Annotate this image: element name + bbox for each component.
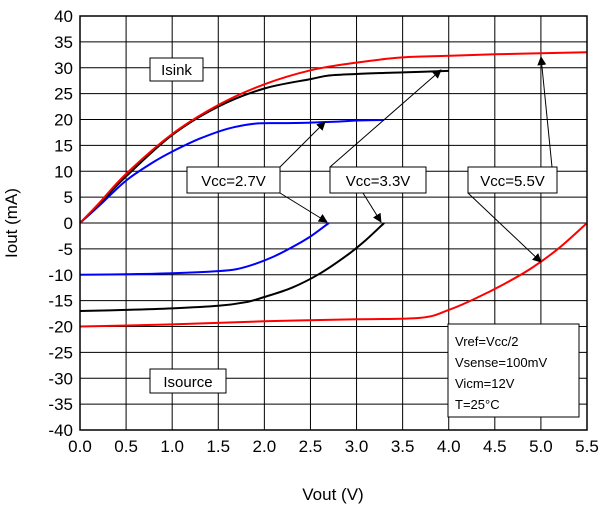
arrow-vcc27-up	[279, 121, 326, 168]
y-tick-label: -10	[48, 266, 73, 285]
series-line-2-source	[79, 222, 588, 328]
x-tick-label: 5.0	[529, 437, 553, 456]
tick-labels: 0.0 0.5 1.0 1.5 2.0 2.5 3.0 3.5 4.0 4.5 5.0 5.5 40 35…	[48, 7, 598, 456]
y-tick-label: 20	[54, 111, 73, 130]
y-tick-label: -15	[48, 292, 73, 311]
x-tick-label: 4.0	[437, 437, 461, 456]
x-axis-title: Vout (V)	[302, 485, 363, 504]
condition-vsense: Vsense=100mV	[455, 355, 547, 370]
y-tick-label: -20	[48, 318, 73, 337]
y-tick-label: -40	[48, 421, 73, 440]
series-line-2-sink	[79, 51, 588, 224]
legend-vcc27-label: Vcc=2.7V	[201, 173, 266, 190]
y-tick-label: 0	[64, 214, 73, 233]
arrow-vcc55-up	[537, 56, 553, 168]
legend-vcc33: Vcc=3.3V	[329, 166, 427, 194]
series-line-0-source	[79, 222, 330, 276]
series-line-0-sink	[79, 119, 385, 224]
x-tick-label: 3.0	[345, 437, 369, 456]
x-tick-label: 2.0	[253, 437, 277, 456]
isink-label: Isink	[161, 62, 192, 79]
x-tick-label: 0.5	[114, 437, 138, 456]
annotation-arrows	[279, 56, 553, 263]
curves	[79, 51, 588, 328]
x-tick-label: 3.5	[391, 437, 415, 456]
legend-vcc55-label: Vcc=5.5V	[480, 173, 545, 190]
condition-vref: Vref=Vcc/2	[455, 334, 518, 349]
y-tick-label: 10	[54, 162, 73, 181]
x-tick-label: 5.5	[575, 437, 599, 456]
x-tick-label: 0.0	[68, 437, 92, 456]
y-tick-label: 40	[54, 7, 73, 26]
plot-frame	[79, 15, 588, 431]
y-tick-label: 5	[64, 188, 73, 207]
y-tick-label: -30	[48, 369, 73, 388]
arrow-vcc27-down	[279, 192, 328, 223]
series-line-1-sink	[79, 69, 449, 224]
isink-annotation: Isink	[149, 57, 204, 82]
y-tick-label: -25	[48, 343, 73, 362]
x-tick-label: 1.5	[206, 437, 230, 456]
y-tick-label: 15	[54, 136, 73, 155]
legend-vcc33-label: Vcc=3.3V	[346, 173, 411, 190]
y-axis-title: Iout (mA)	[2, 188, 21, 258]
arrow-vcc33-down	[362, 192, 382, 223]
condition-vicm: Vicm=12V	[455, 376, 515, 391]
arrow-vcc33-up	[329, 69, 442, 168]
series-line-1-source	[79, 222, 385, 312]
x-tick-label: 2.5	[299, 437, 323, 456]
y-tick-label: -35	[48, 395, 73, 414]
y-tick-label: -5	[58, 240, 73, 259]
x-tick-label: 4.5	[483, 437, 507, 456]
condition-temp: T=25°C	[455, 397, 500, 412]
y-tick-label: 25	[54, 85, 73, 104]
isource-label: Isource	[163, 374, 212, 391]
isource-annotation: Isource	[149, 368, 227, 394]
x-tick-label: 1.0	[160, 437, 184, 456]
legend-vcc55: Vcc=5.5V	[467, 166, 558, 194]
y-tick-label: 30	[54, 59, 73, 78]
arrow-vcc55-down	[467, 192, 542, 263]
conditions-box: Vref=Vcc/2 Vsense=100mV Vicm=12V T=25°C	[447, 323, 580, 418]
legend-vcc27: Vcc=2.7V	[186, 166, 281, 194]
y-tick-label: 35	[54, 33, 73, 52]
